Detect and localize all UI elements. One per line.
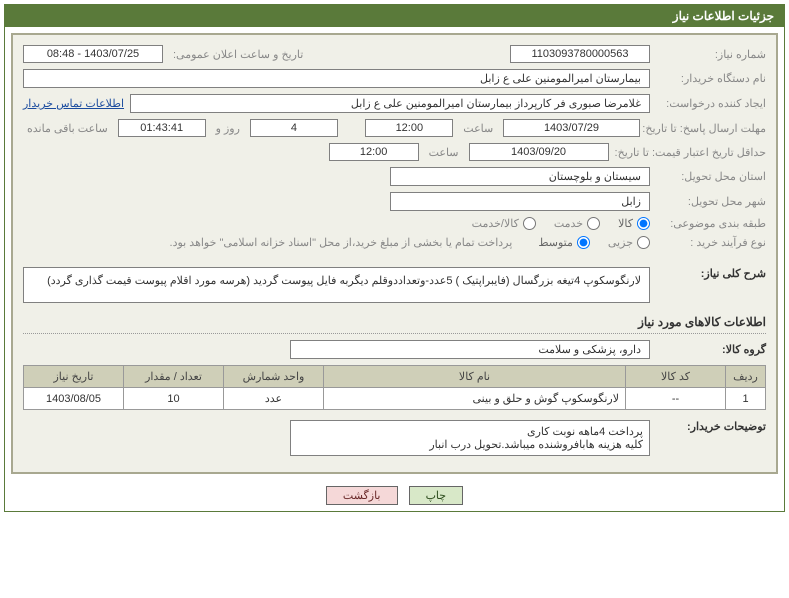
row-price-valid: حداقل تاریخ اعتبار قیمت: تا تاریخ: 1403/…: [23, 143, 766, 161]
hours-remaining-value: 01:43:41: [118, 119, 206, 137]
process-option-medium[interactable]: متوسط: [538, 236, 590, 249]
price-valid-time-value: 12:00: [329, 143, 419, 161]
details-panel: جزئیات اطلاعات نیاز شماره نیاز: 11030937…: [4, 4, 785, 512]
category-label-1: خدمت: [554, 217, 583, 230]
buyer-contact-link[interactable]: اطلاعات تماس خریدار: [23, 97, 124, 110]
category-option-goods[interactable]: کالا: [618, 217, 650, 230]
category-radio-0[interactable]: [637, 217, 650, 230]
buyer-org-value: بیمارستان امیرالمومنین علی ع زابل: [23, 69, 650, 88]
category-label-0: کالا: [618, 217, 633, 230]
process-radio-1[interactable]: [577, 236, 590, 249]
price-valid-date-value: 1403/09/20: [469, 143, 609, 161]
goods-header-row: ردیف کد کالا نام کالا واحد شمارش تعداد /…: [24, 366, 766, 388]
process-option-minor[interactable]: جزیی: [608, 236, 650, 249]
row-summary: شرح کلی نیاز: لارنگوسکوپ 4تیغه بزرگسال (…: [23, 267, 766, 303]
button-bar: چاپ بازگشت: [5, 480, 784, 511]
days-and-label: روز و: [212, 122, 244, 135]
cell-name: لارنگوسکوپ گوش و حلق و بینی: [324, 388, 626, 410]
col-idx: ردیف: [726, 366, 766, 388]
need-number-label: شماره نیاز:: [656, 48, 766, 61]
col-name: نام کالا: [324, 366, 626, 388]
requester-label: ایجاد کننده درخواست:: [656, 97, 766, 110]
reply-deadline-label: مهلت ارسال پاسخ: تا تاریخ:: [646, 122, 766, 135]
process-note: پرداخت تمام یا بخشی از مبلغ خرید،از محل …: [170, 236, 513, 249]
reply-time-value: 12:00: [365, 119, 453, 137]
process-radio-0[interactable]: [637, 236, 650, 249]
category-radios: کالا خدمت کالا/خدمت: [472, 217, 650, 230]
province-label: استان محل تحویل:: [656, 170, 766, 183]
cell-code: --: [626, 388, 726, 410]
col-qty: تعداد / مقدار: [124, 366, 224, 388]
col-date: تاریخ نیاز: [24, 366, 124, 388]
col-unit: واحد شمارش: [224, 366, 324, 388]
back-button[interactable]: بازگشت: [326, 486, 398, 505]
category-radio-2[interactable]: [523, 217, 536, 230]
goods-section-title: اطلاعات کالاهای مورد نیاز: [23, 311, 766, 334]
col-code: کد کالا: [626, 366, 726, 388]
city-label: شهر محل تحویل:: [656, 195, 766, 208]
goods-group-label: گروه کالا:: [656, 343, 766, 356]
cell-date: 1403/08/05: [24, 388, 124, 410]
price-valid-time-label: ساعت: [425, 146, 463, 159]
price-valid-label: حداقل تاریخ اعتبار قیمت: تا تاریخ:: [615, 146, 766, 159]
days-remaining-value: 4: [250, 119, 338, 137]
remaining-label: ساعت باقی مانده: [23, 122, 112, 135]
process-label: نوع فرآیند خرید :: [656, 236, 766, 249]
goods-group-value: دارو، پزشکی و سلامت: [290, 340, 650, 359]
announce-label: تاریخ و ساعت اعلان عمومی:: [169, 48, 307, 61]
table-row: 1 -- لارنگوسکوپ گوش و حلق و بینی عدد 10 …: [24, 388, 766, 410]
buyer-org-label: نام دستگاه خریدار:: [656, 72, 766, 85]
panel-body: شماره نیاز: 1103093780000563 تاریخ و ساع…: [11, 33, 778, 474]
row-goods-group: گروه کالا: دارو، پزشکی و سلامت: [23, 340, 766, 359]
city-value: زابل: [390, 192, 650, 211]
need-number-value: 1103093780000563: [510, 45, 650, 63]
process-label-1: متوسط: [538, 236, 573, 249]
category-option-service[interactable]: خدمت: [554, 217, 600, 230]
province-value: سیستان و بلوچستان: [390, 167, 650, 186]
row-process: نوع فرآیند خرید : جزیی متوسط پرداخت تمام…: [23, 236, 766, 249]
announce-value: 1403/07/25 - 08:48: [23, 45, 163, 63]
cell-qty: 10: [124, 388, 224, 410]
buyer-note-label: توضیحات خریدار:: [656, 420, 766, 433]
print-button[interactable]: چاپ: [409, 486, 464, 505]
cell-unit: عدد: [224, 388, 324, 410]
process-radios: جزیی متوسط: [538, 236, 650, 249]
row-city: شهر محل تحویل: زابل: [23, 192, 766, 211]
row-buyer-note: توضیحات خریدار: پرداخت 4ماهه نوبت کاری ک…: [23, 420, 766, 456]
summary-value: لارنگوسکوپ 4تیغه بزرگسال (فایبراپتیک ) 5…: [23, 267, 650, 303]
row-need-number: شماره نیاز: 1103093780000563 تاریخ و ساع…: [23, 45, 766, 63]
row-requester: ایجاد کننده درخواست: غلامرضا صبوری فر کا…: [23, 94, 766, 113]
goods-table: ردیف کد کالا نام کالا واحد شمارش تعداد /…: [23, 365, 766, 410]
category-label: طبقه بندی موضوعی:: [656, 217, 766, 230]
category-radio-1[interactable]: [587, 217, 600, 230]
row-province: استان محل تحویل: سیستان و بلوچستان: [23, 167, 766, 186]
row-category: طبقه بندی موضوعی: کالا خدمت کالا/خدمت: [23, 217, 766, 230]
requester-value: غلامرضا صبوری فر کارپرداز بیمارستان امیر…: [130, 94, 650, 113]
cell-idx: 1: [726, 388, 766, 410]
buyer-note-value: پرداخت 4ماهه نوبت کاری کلیه هزینه هابافر…: [290, 420, 650, 456]
summary-label: شرح کلی نیاز:: [656, 267, 766, 280]
reply-time-label: ساعت: [459, 122, 497, 135]
category-option-both[interactable]: کالا/خدمت: [472, 217, 536, 230]
category-label-2: کالا/خدمت: [472, 217, 519, 230]
panel-title: جزئیات اطلاعات نیاز: [5, 5, 784, 27]
process-label-0: جزیی: [608, 236, 633, 249]
row-reply-deadline: مهلت ارسال پاسخ: تا تاریخ: 1403/07/29 سا…: [23, 119, 766, 137]
row-buyer-org: نام دستگاه خریدار: بیمارستان امیرالمومنی…: [23, 69, 766, 88]
reply-date-value: 1403/07/29: [503, 119, 640, 137]
